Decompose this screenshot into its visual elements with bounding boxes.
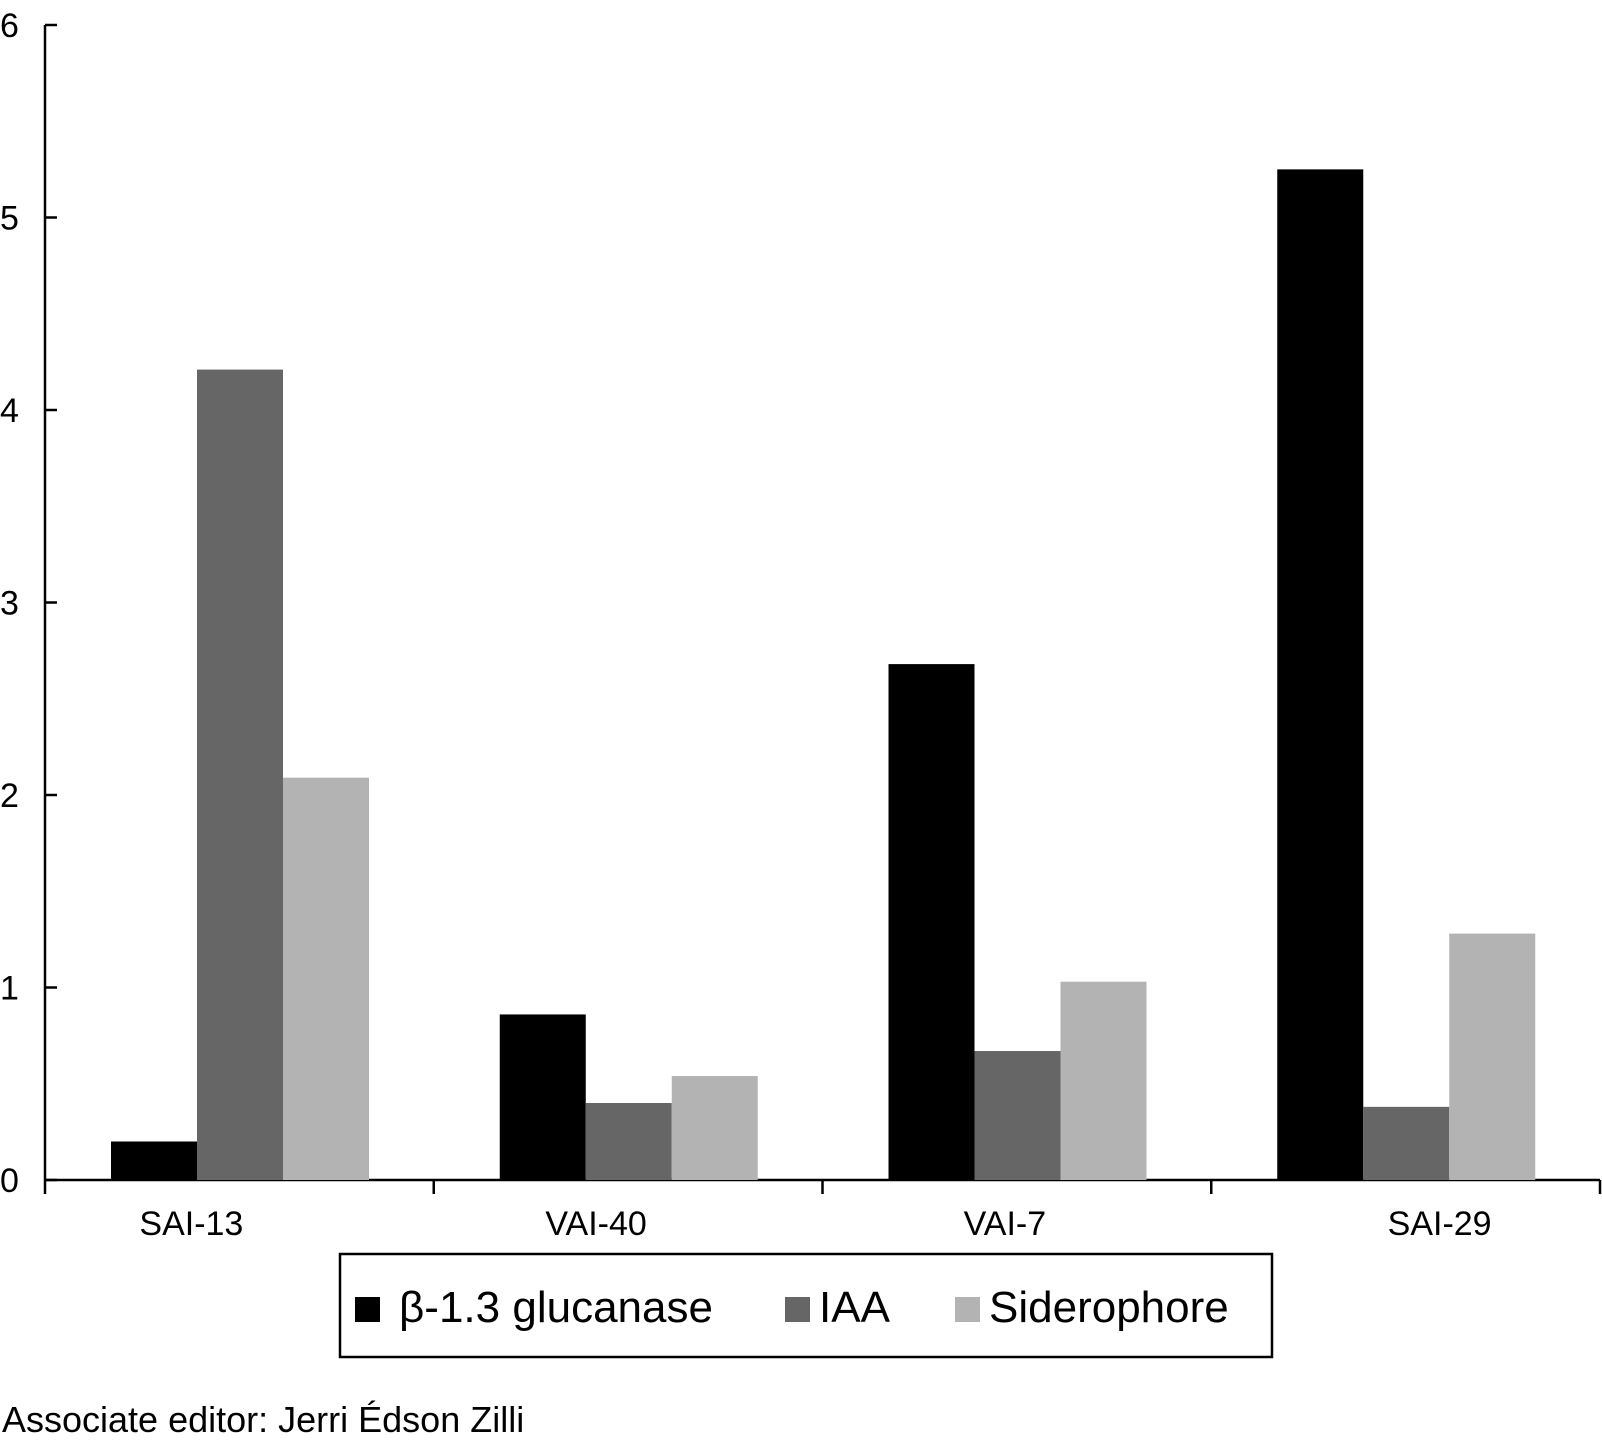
- legend-swatch-1: [785, 1297, 810, 1322]
- bar-sai-29-0: [1277, 169, 1364, 1180]
- legend-label-0: β-1.3 glucanase: [399, 1283, 713, 1332]
- legend-label-2: Siderophore: [989, 1283, 1229, 1332]
- bar-vai-40-2: [671, 1076, 758, 1180]
- axes: 0 1 2 3 4 5 6 SAI-13 VAI-40 VAI-7 SAI-29: [0, 7, 1602, 1243]
- bars: [111, 169, 1536, 1180]
- y-tick-label-1: 1: [0, 970, 19, 1008]
- x-tick-label-sai-29: SAI-29: [1388, 1205, 1492, 1243]
- legend-label-1: IAA: [819, 1283, 891, 1332]
- bar-chart: 0 1 2 3 4 5 6 SAI-13 VAI-40 VAI-7 SAI-29 β-1.3 glu…: [0, 7, 1602, 1359]
- x-tick-label-vai-40: VAI-40: [545, 1205, 646, 1243]
- bar-vai-7-1: [974, 1051, 1061, 1180]
- bar-vai-7-2: [1060, 981, 1147, 1180]
- x-tick-label-vai-7: VAI-7: [964, 1205, 1047, 1243]
- bar-sai-29-2: [1449, 933, 1536, 1180]
- bar-vai-40-1: [585, 1103, 672, 1180]
- y-tick-label-2: 2: [0, 777, 19, 815]
- y-tick-label-3: 3: [0, 585, 19, 623]
- associate-editor-note: Associate editor: Jerri Édson Zilli: [2, 1399, 525, 1440]
- y-tick-label-0: 0: [0, 1162, 19, 1200]
- bar-vai-40-0: [499, 1014, 586, 1180]
- x-tick-label-sai-13: SAI-13: [139, 1205, 243, 1243]
- legend-swatch-2: [955, 1297, 980, 1322]
- legend: β-1.3 glucanase IAA Siderophore: [338, 1252, 1274, 1359]
- bar-sai-13-0: [111, 1141, 197, 1180]
- y-tick-label-6: 6: [0, 7, 19, 45]
- y-tick-label-4: 4: [0, 392, 19, 430]
- y-tick-label-5: 5: [0, 200, 19, 238]
- bar-sai-13-2: [283, 777, 369, 1180]
- bar-sai-29-1: [1363, 1106, 1450, 1180]
- bar-sai-13-1: [197, 369, 283, 1180]
- legend-swatch-0: [355, 1297, 380, 1322]
- bar-vai-7-0: [888, 664, 975, 1180]
